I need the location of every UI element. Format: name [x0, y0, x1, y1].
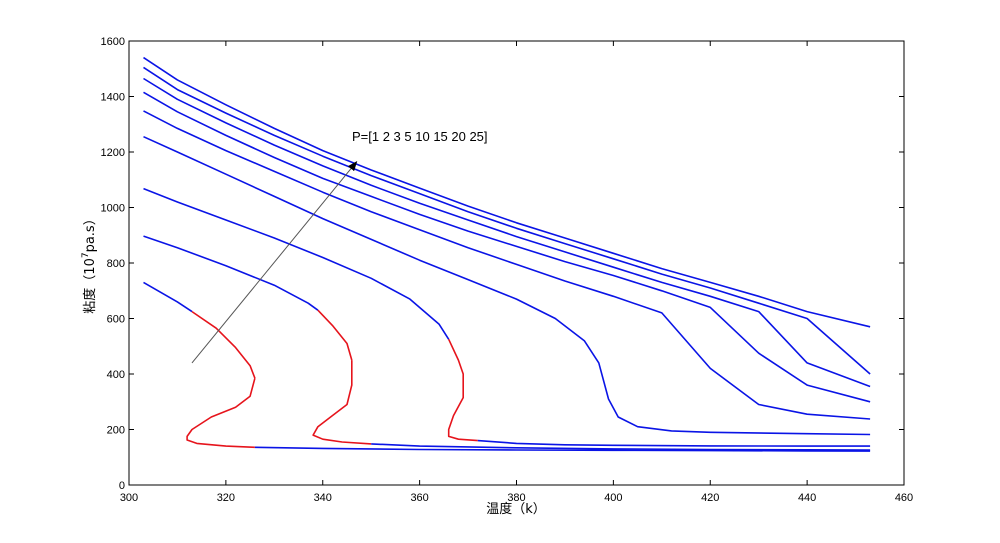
x-axis-label: 温度（k）	[486, 501, 546, 517]
x-tick-label: 400	[604, 492, 622, 504]
plot-area	[128, 40, 905, 486]
annotation: P=[1 2 3 5 10 15 20 25]	[191, 129, 488, 364]
series-line-8	[143, 66, 871, 375]
y-axis-label-suffix: pa.s）	[83, 212, 98, 252]
y-tick-label: 1000	[101, 203, 125, 215]
y-axis-label: 粘度（107pa.s）	[81, 212, 98, 313]
curve-segment	[143, 187, 450, 340]
series-line-3	[143, 187, 871, 447]
x-tick-label: 440	[798, 492, 816, 504]
x-axis-ticks: 300 320 340 360 380 400 420 440 460	[120, 41, 913, 504]
curve-segment	[143, 91, 871, 403]
unstable-segment	[447, 338, 478, 442]
series-line-4	[143, 135, 871, 436]
curves	[143, 56, 871, 452]
series-line-7	[143, 77, 871, 388]
series-line-9	[143, 56, 871, 328]
curve-segment	[143, 135, 871, 436]
curve-segment	[143, 77, 871, 388]
y-tick-label: 1400	[101, 92, 125, 104]
unstable-segment	[312, 360, 372, 445]
x-tick-label: 300	[120, 492, 138, 504]
y-tick-label: 600	[107, 314, 125, 326]
curve-segment	[143, 66, 871, 375]
y-tick-label: 1600	[101, 36, 125, 48]
y-axis-label-exponent: 7	[81, 252, 91, 258]
curve-segment	[143, 235, 319, 311]
unstable-segment	[186, 377, 256, 449]
y-tick-label: 1200	[101, 147, 125, 159]
y-tick-label: 0	[119, 480, 125, 492]
x-tick-label: 360	[410, 492, 428, 504]
unstable-segment	[317, 309, 353, 361]
series-line-1	[143, 281, 871, 452]
annotation-arrow	[191, 160, 358, 364]
curve-segment	[143, 110, 871, 420]
y-axis-label-prefix: 粘度（10	[82, 258, 98, 314]
series-line-2	[143, 235, 871, 451]
x-tick-label: 420	[701, 492, 719, 504]
curve-segment	[143, 56, 871, 328]
curve-segment	[143, 281, 193, 313]
y-axis-ticks: 0 200 400 600 800 1000 1200 1400 1600	[101, 36, 904, 492]
series-line-5	[143, 110, 871, 420]
x-tick-label: 380	[507, 492, 525, 504]
curve-segment	[477, 439, 871, 447]
series-line-6	[143, 91, 871, 403]
y-tick-label: 400	[107, 369, 125, 381]
y-tick-label: 200	[107, 425, 125, 437]
curve-segment	[371, 443, 871, 451]
annotation-text: P=[1 2 3 5 10 15 20 25]	[352, 129, 488, 144]
x-tick-label: 320	[217, 492, 235, 504]
unstable-segment	[191, 310, 256, 379]
curve-segment	[254, 446, 871, 452]
x-tick-label: 340	[314, 492, 332, 504]
x-tick-label: 460	[895, 492, 913, 504]
y-tick-label: 800	[107, 258, 125, 270]
